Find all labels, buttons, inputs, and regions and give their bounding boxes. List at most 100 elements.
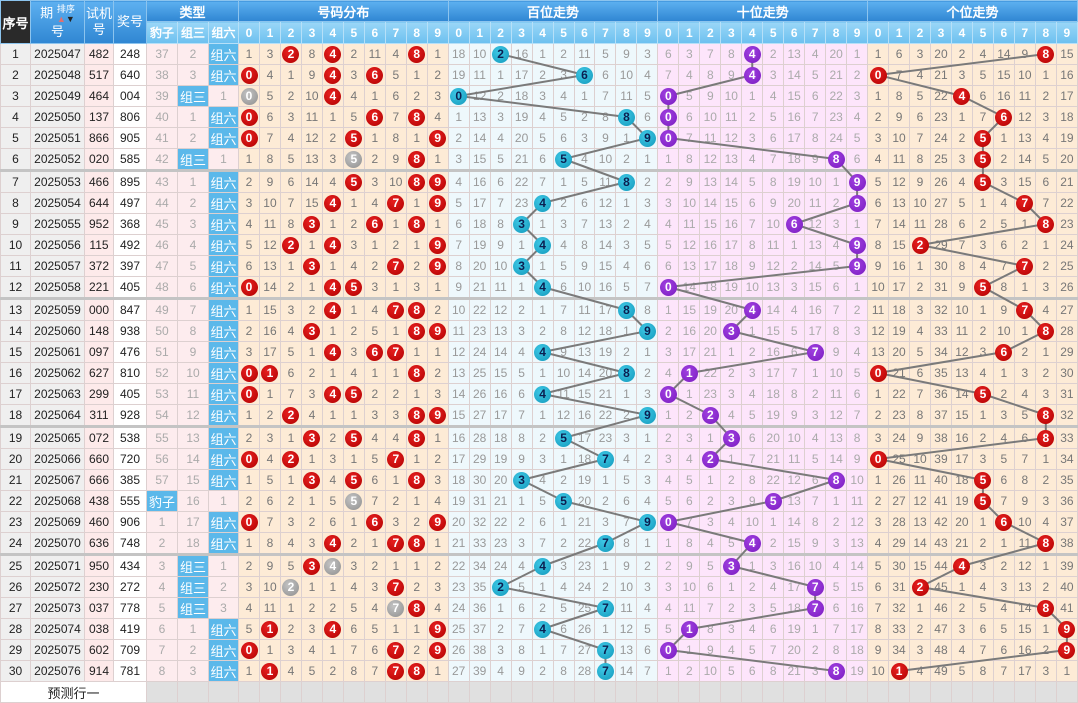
prediction-cell[interactable] (636, 681, 659, 703)
bai-cell: 22 (510, 169, 533, 193)
prediction-cell[interactable] (783, 681, 806, 703)
sort-down-icon[interactable]: ▼ (65, 14, 75, 24)
prediction-cell[interactable] (909, 681, 931, 703)
prediction-cell[interactable] (1055, 681, 1078, 703)
sort-toggle[interactable]: 排序 ▲▼ (57, 4, 75, 24)
prediction-cell[interactable] (888, 681, 911, 703)
bai-ball-3: 3 (513, 215, 531, 233)
row-seq: 4 (0, 106, 31, 128)
row-test-number: 311 (84, 404, 114, 427)
bai-ball-9: 9 (638, 406, 656, 424)
bai-cell: 27 (447, 660, 470, 682)
prediction-cell[interactable] (615, 681, 638, 703)
prediction-cell[interactable] (207, 681, 240, 703)
dist-cell: 8 (405, 320, 428, 342)
prediction-cell[interactable] (1034, 681, 1057, 703)
dist-cell: 17 (258, 341, 281, 363)
prediction-cell[interactable] (992, 681, 1015, 703)
prediction-cell[interactable] (741, 681, 764, 703)
row-period: 2025059 (30, 297, 85, 321)
header-bai-digit-2: 2 (489, 21, 512, 44)
row-period: 2025050 (30, 106, 85, 128)
type-hit-cell: 组六 (207, 43, 240, 65)
shi-cell: 5 (720, 660, 743, 682)
prediction-cell[interactable] (363, 681, 386, 703)
row-award-number: 419 (113, 618, 147, 640)
dist-cell: 1 (342, 297, 365, 321)
shi-cell: 2 (657, 169, 680, 193)
bai-cell: 8 (615, 362, 638, 384)
bai-cell: 20 (594, 362, 617, 384)
dist-cell: 2 (405, 255, 428, 277)
prediction-cell[interactable] (531, 681, 554, 703)
shi-cell: 1 (720, 448, 743, 470)
prediction-cell[interactable] (657, 681, 680, 703)
shi-cell: 0 (657, 85, 680, 107)
prediction-cell[interactable] (447, 681, 470, 703)
dist-cell: 1 (258, 639, 281, 661)
prediction-cell[interactable] (405, 681, 428, 703)
bai-cell: 18 (447, 43, 470, 65)
shi-ball-0: 0 (659, 641, 677, 659)
dist-cell: 0 (238, 64, 260, 86)
prediction-cell[interactable] (762, 681, 785, 703)
prediction-cell[interactable] (699, 681, 722, 703)
bai-cell: 1 (594, 553, 617, 577)
bai-cell: 4 (531, 469, 554, 491)
prediction-cell[interactable] (825, 681, 848, 703)
prediction-cell[interactable] (573, 681, 596, 703)
prediction-cell[interactable] (258, 681, 281, 703)
prediction-cell[interactable] (468, 681, 491, 703)
prediction-cell[interactable] (426, 681, 449, 703)
prediction-cell[interactable] (321, 681, 344, 703)
ge-cell: 11 (888, 148, 911, 171)
prediction-cell[interactable] (238, 681, 260, 703)
shi-cell: 6 (741, 425, 764, 449)
prediction-cell[interactable] (929, 681, 952, 703)
prediction-cell[interactable] (279, 681, 302, 703)
prediction-cell[interactable] (489, 681, 512, 703)
prediction-cell[interactable] (510, 681, 533, 703)
bai-cell: 15 (447, 404, 470, 427)
prediction-cell[interactable] (950, 681, 973, 703)
prediction-cell[interactable] (867, 681, 890, 703)
dist-cell: 4 (321, 169, 344, 193)
bai-cell: 1 (531, 255, 554, 277)
prediction-cell[interactable] (678, 681, 701, 703)
bai-cell: 3 (447, 148, 470, 171)
prediction-cell[interactable] (594, 681, 617, 703)
ge-cell: 7 (1013, 448, 1036, 470)
bai-cell: 2 (531, 597, 554, 619)
prediction-cell[interactable] (300, 681, 323, 703)
prediction-cell[interactable] (384, 681, 407, 703)
ge-cell: 12 (888, 169, 911, 193)
prediction-cell[interactable] (342, 681, 365, 703)
prediction-cell[interactable] (720, 681, 743, 703)
ge-cell: 15 (1013, 169, 1036, 193)
dist-cell: 8 (405, 425, 428, 449)
bai-cell: 6 (573, 64, 596, 86)
sort-up-icon[interactable]: ▲ (56, 14, 66, 24)
prediction-cell[interactable] (177, 681, 209, 703)
bai-cell: 8 (552, 320, 575, 342)
prediction-cell[interactable] (552, 681, 575, 703)
shi-ball-5: 5 (764, 492, 782, 510)
dist-cell: 2 (342, 320, 365, 342)
row-award-number: 585 (113, 148, 147, 171)
ge-cell: 5 (992, 448, 1015, 470)
prediction-cell[interactable] (1013, 681, 1036, 703)
shi-cell: 10 (699, 106, 722, 128)
dist-cell: 4 (321, 192, 344, 214)
dist-cell: 12 (258, 234, 281, 256)
prediction-cell[interactable] (804, 681, 827, 703)
table-row: 25 2025071 950 434 3 组三 1 2 9 5 3 4 3 2 1 1 2 22 34 24 4 4 3 23… (0, 553, 1078, 577)
prediction-cell[interactable] (971, 681, 994, 703)
prediction-cell[interactable] (846, 681, 869, 703)
prediction-cell[interactable] (146, 681, 178, 703)
dist-cell: 1 (238, 532, 260, 555)
bai-cell: 5 (552, 490, 575, 512)
type-omission-cell: 49 (146, 297, 178, 321)
dist-cell: 1 (384, 362, 407, 384)
ge-cell: 4 (909, 660, 931, 682)
header-period[interactable]: 期 排序 ▲▼ 号 (30, 0, 85, 44)
